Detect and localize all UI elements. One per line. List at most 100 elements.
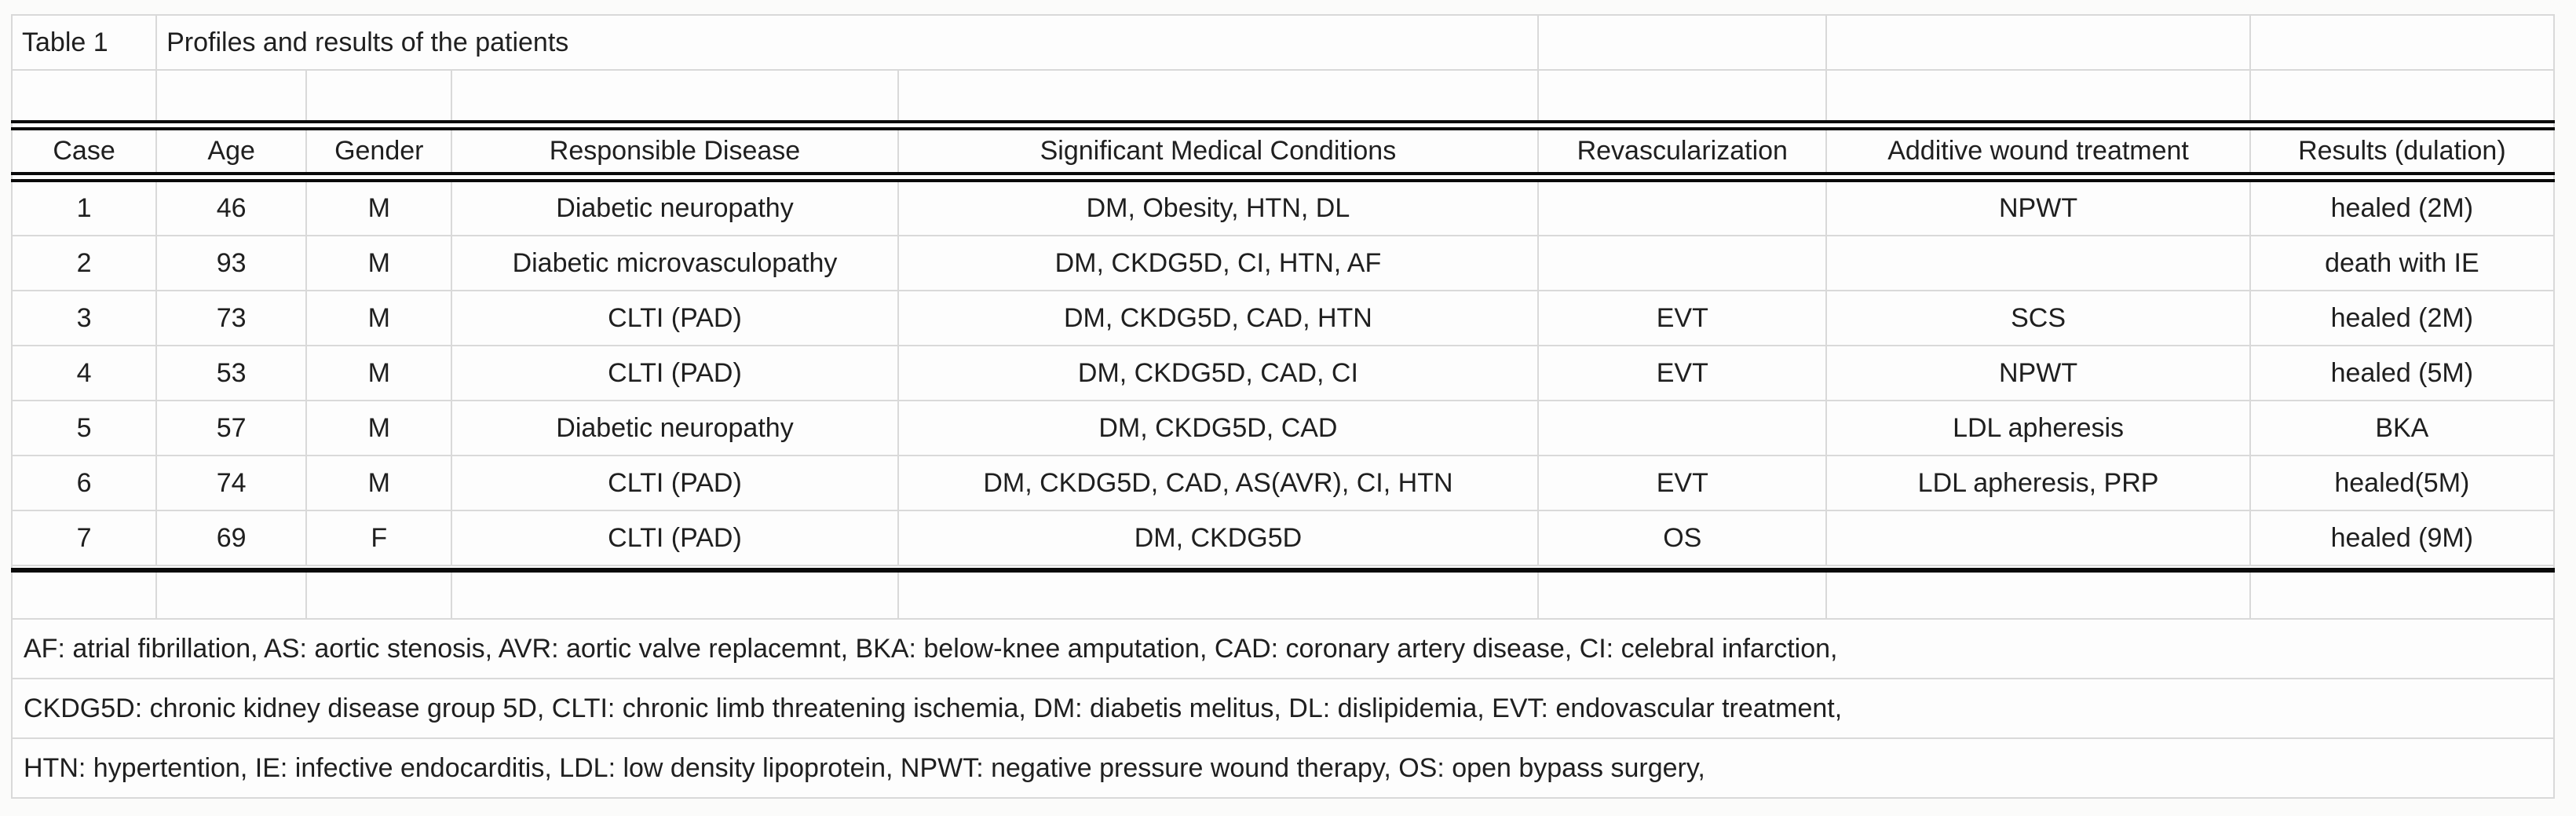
- cell-additive-treatment: [1825, 235, 2251, 291]
- cell-age: 93: [155, 235, 308, 291]
- table-row-case-7: 7 69 F CLTI (PAD) DM, CKDG5D OS healed (…: [10, 510, 2556, 566]
- cell-additive-treatment: LDL apheresis: [1825, 400, 2251, 456]
- cell-responsible-disease: CLTI (PAD): [451, 345, 899, 401]
- cell-case: 3: [10, 290, 158, 346]
- footnote-line-3: HTN: hypertention, IE: infective endocar…: [11, 737, 2555, 799]
- header-row: Case Age Gender Responsible Disease Sign…: [10, 128, 2556, 174]
- column-header-revascularization: Revascularization: [1537, 128, 1828, 174]
- cell-case: 5: [10, 400, 158, 456]
- empty-cell: [305, 69, 453, 123]
- cell-results: healed (2M): [2249, 290, 2556, 346]
- cell-responsible-disease: Diabetic neuropathy: [451, 400, 899, 456]
- cell-medical-conditions: DM, CKDG5D, CAD: [897, 400, 1540, 456]
- cell-results: healed (9M): [2249, 510, 2556, 566]
- cell-case: 6: [10, 455, 158, 511]
- cell-age: 46: [155, 180, 308, 236]
- table-row-case-2: 2 93 M Diabetic microvasculopathy DM, CK…: [10, 235, 2556, 291]
- cell-medical-conditions: DM, CKDG5D, CAD, CI: [897, 345, 1540, 401]
- cell-gender: M: [305, 455, 453, 511]
- empty-cell: [897, 569, 1540, 620]
- cell-age: 74: [155, 455, 308, 511]
- table-row-case-5: 5 57 M Diabetic neuropathy DM, CKDG5D, C…: [10, 400, 2556, 456]
- empty-cell: [2249, 69, 2556, 123]
- blank-row: [10, 569, 2556, 620]
- empty-cell: [451, 569, 899, 620]
- cell-responsible-disease: CLTI (PAD): [451, 510, 899, 566]
- empty-cell: [897, 69, 1540, 123]
- cell-revascularization: [1537, 235, 1828, 291]
- empty-cell: [1825, 14, 2251, 71]
- empty-cell: [10, 69, 158, 123]
- cell-medical-conditions: DM, CKDG5D, CAD, AS(AVR), CI, HTN: [897, 455, 1540, 511]
- footnote-row: HTN: hypertention, IE: infective endocar…: [11, 737, 2555, 799]
- empty-cell: [1537, 69, 1828, 123]
- cell-additive-treatment: [1825, 510, 2251, 566]
- empty-cell: [1825, 569, 2251, 620]
- cell-responsible-disease: Diabetic neuropathy: [451, 180, 899, 236]
- cell-medical-conditions: DM, CKDG5D, CI, HTN, AF: [897, 235, 1540, 291]
- column-header-significant-medical-conditions: Significant Medical Conditions: [897, 128, 1540, 174]
- empty-cell: [1537, 569, 1828, 620]
- footnote-line-1: AF: atrial fibrillation, AS: aortic sten…: [11, 618, 2555, 679]
- table-row-case-4: 4 53 M CLTI (PAD) DM, CKDG5D, CAD, CI EV…: [10, 345, 2556, 401]
- cell-age: 53: [155, 345, 308, 401]
- table-row-case-6: 6 74 M CLTI (PAD) DM, CKDG5D, CAD, AS(AV…: [10, 455, 2556, 511]
- cell-responsible-disease: CLTI (PAD): [451, 455, 899, 511]
- cell-results: healed(5M): [2249, 455, 2556, 511]
- empty-cell: [451, 69, 899, 123]
- footnote-line-2: CKDG5D: chronic kidney disease group 5D,…: [11, 678, 2555, 739]
- cell-results: BKA: [2249, 400, 2556, 456]
- cell-additive-treatment: NPWT: [1825, 180, 2251, 236]
- cell-medical-conditions: DM, CKDG5D, CAD, HTN: [897, 290, 1540, 346]
- cell-case: 2: [10, 235, 158, 291]
- column-header-results: Results (dulation): [2249, 128, 2556, 174]
- cell-gender: M: [305, 400, 453, 456]
- empty-cell: [2249, 14, 2556, 71]
- empty-cell: [155, 69, 308, 123]
- column-header-responsible-disease: Responsible Disease: [451, 128, 899, 174]
- cell-revascularization: EVT: [1537, 345, 1828, 401]
- cell-age: 57: [155, 400, 308, 456]
- double-rule: [11, 120, 2555, 130]
- blank-row: [10, 69, 2556, 123]
- footnote-row: CKDG5D: chronic kidney disease group 5D,…: [11, 678, 2555, 739]
- cell-medical-conditions: DM, Obesity, HTN, DL: [897, 180, 1540, 236]
- empty-cell: [1537, 14, 1828, 71]
- cell-results: death with IE: [2249, 235, 2556, 291]
- cell-results: healed (2M): [2249, 180, 2556, 236]
- cell-age: 73: [155, 290, 308, 346]
- column-header-gender: Gender: [305, 128, 453, 174]
- cell-additive-treatment: SCS: [1825, 290, 2251, 346]
- cell-gender: M: [305, 180, 453, 236]
- cell-gender: F: [305, 510, 453, 566]
- cell-revascularization: [1537, 180, 1828, 236]
- double-rule: [11, 172, 2555, 182]
- cell-responsible-disease: Diabetic microvasculopathy: [451, 235, 899, 291]
- patients-table: Table 1 Profiles and results of the pati…: [10, 14, 2556, 799]
- empty-cell: [1825, 69, 2251, 123]
- table-caption-row: Table 1 Profiles and results of the pati…: [10, 14, 2556, 71]
- cell-gender: M: [305, 290, 453, 346]
- column-header-age: Age: [155, 128, 308, 174]
- cell-gender: M: [305, 235, 453, 291]
- spreadsheet-area: Table 1 Profiles and results of the pati…: [10, 14, 2556, 799]
- column-header-case: Case: [10, 128, 158, 174]
- table-number-cell: Table 1: [10, 14, 158, 71]
- empty-cell: [2249, 569, 2556, 620]
- empty-cell: [305, 569, 453, 620]
- thick-rule: [11, 565, 2555, 573]
- cell-revascularization: EVT: [1537, 290, 1828, 346]
- cell-revascularization: OS: [1537, 510, 1828, 566]
- cell-case: 7: [10, 510, 158, 566]
- cell-case: 1: [10, 180, 158, 236]
- cell-responsible-disease: CLTI (PAD): [451, 290, 899, 346]
- cell-age: 69: [155, 510, 308, 566]
- column-header-additive-wound-treatment: Additive wound treatment: [1825, 128, 2251, 174]
- footnote-row: AF: atrial fibrillation, AS: aortic sten…: [11, 618, 2555, 679]
- cell-results: healed (5M): [2249, 345, 2556, 401]
- table-row-case-3: 3 73 M CLTI (PAD) DM, CKDG5D, CAD, HTN E…: [10, 290, 2556, 346]
- cell-revascularization: [1537, 400, 1828, 456]
- empty-cell: [155, 569, 308, 620]
- cell-additive-treatment: LDL apheresis, PRP: [1825, 455, 2251, 511]
- cell-case: 4: [10, 345, 158, 401]
